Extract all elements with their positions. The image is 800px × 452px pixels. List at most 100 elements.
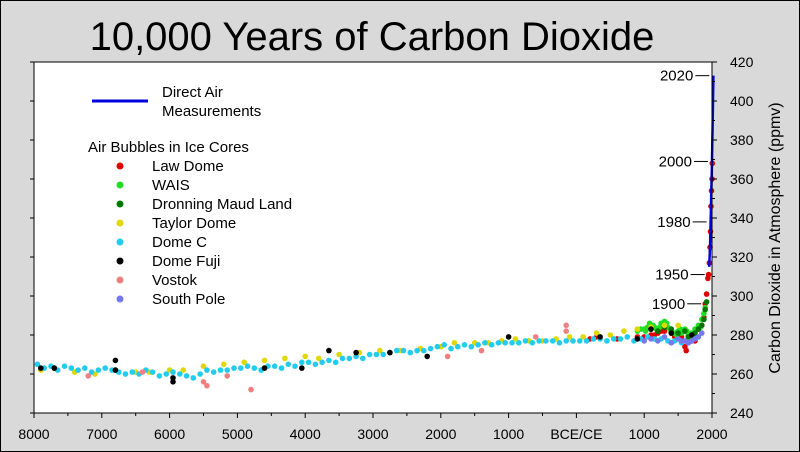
point-dome-fuji [505, 334, 512, 340]
legend-label-south-pole: South Pole [152, 291, 225, 308]
point-dronning-maud-land [682, 328, 688, 334]
point-dome-fuji [648, 326, 654, 332]
x-tick-label: 7000 [86, 426, 117, 442]
legend-swatch-wais [116, 181, 124, 189]
point-dome-c [68, 365, 75, 371]
point-dome-c [468, 343, 475, 350]
y-tick-label: 280 [730, 327, 754, 343]
point-dome-c [285, 361, 292, 368]
point-dome-c [563, 338, 569, 344]
legend-swatch-south-pole [116, 295, 124, 303]
legend-swatch-vostok [116, 276, 124, 284]
point-dome-c [421, 347, 427, 354]
point-dome-fuji [668, 330, 675, 336]
point-dome-c [448, 345, 454, 352]
point-dome-c [319, 359, 325, 366]
x-tick-label: BCE/CE [550, 426, 602, 442]
y-tick-label: 300 [730, 288, 754, 304]
point-dome-c [604, 338, 610, 344]
point-dome-c [332, 359, 339, 366]
point-dome-c [204, 367, 210, 373]
point-taylor-dome [180, 367, 186, 373]
point-dome-c [346, 355, 353, 362]
point-dome-c [455, 343, 461, 350]
plot-area [34, 62, 712, 413]
point-south-pole [655, 338, 661, 344]
point-dome-c [88, 369, 95, 375]
point-taylor-dome [566, 334, 573, 340]
point-taylor-dome [221, 361, 227, 368]
point-dronning-maud-land [668, 326, 675, 332]
point-dronning-maud-land [699, 322, 705, 329]
point-taylor-dome [316, 355, 322, 362]
point-dome-c [102, 365, 108, 371]
point-dome-c [570, 338, 576, 344]
point-dome-c [339, 355, 346, 362]
point-dome-c [156, 373, 163, 379]
point-dome-c [149, 369, 156, 375]
point-dome-c [82, 365, 88, 371]
point-vostok [224, 373, 230, 379]
point-dronning-maud-land [703, 299, 710, 305]
point-dome-fuji [634, 336, 641, 342]
point-dome-c [482, 340, 488, 346]
point-dome-c [543, 338, 549, 344]
data-marks [34, 160, 716, 393]
point-taylor-dome [512, 336, 519, 342]
point-taylor-dome [607, 332, 614, 338]
point-taylor-dome [377, 347, 383, 354]
legend-ice-header: Air Bubbles in Ice Cores [88, 139, 249, 156]
point-dome-c [380, 351, 387, 358]
point-dome-fuji [299, 365, 305, 371]
legend-swatch-dome-c [116, 238, 124, 246]
point-taylor-dome [282, 355, 288, 362]
x-tick-label: 2000 [696, 426, 727, 442]
x-tick-label: 8000 [18, 426, 49, 442]
point-taylor-dome [302, 353, 309, 360]
legend-label-wais: WAIS [152, 177, 190, 194]
y-tick-label: 360 [730, 171, 754, 187]
point-dronning-maud-land [701, 316, 707, 323]
point-dome-c [475, 342, 481, 348]
legend-direct-air-line2: Measurements [162, 103, 261, 120]
point-dome-c [278, 365, 285, 371]
point-dome-c [502, 340, 509, 346]
point-vostok [444, 353, 451, 360]
point-dome-c [441, 342, 448, 348]
legend-label-dome-fuji: Dome Fuji [152, 253, 220, 270]
legend-swatch-dronning-maud-land [116, 200, 124, 208]
point-dome-c [393, 347, 400, 354]
legend: Direct Air Measurements Air Bubbles in I… [88, 84, 292, 308]
y-tick-label: 260 [730, 366, 754, 382]
point-dome-c [129, 369, 136, 375]
point-dome-fuji [38, 365, 44, 371]
point-wais [642, 328, 649, 334]
point-dome-fuji [353, 349, 359, 356]
point-taylor-dome [451, 340, 458, 346]
point-vostok [532, 334, 539, 340]
point-dome-c [360, 355, 366, 362]
point-dome-fuji [326, 347, 332, 354]
point-dronning-maud-land [675, 330, 681, 336]
point-dome-fuji [688, 332, 695, 338]
year-annotations: 2020 2000 1980 1950 1900 [652, 68, 710, 313]
point-dome-c [549, 338, 556, 344]
point-taylor-dome [593, 330, 600, 336]
point-dome-c [366, 351, 373, 358]
point-dome-c [624, 334, 631, 340]
point-dome-c [583, 338, 590, 344]
point-dome-c [183, 373, 190, 379]
point-dome-c [95, 367, 102, 373]
point-taylor-dome [661, 322, 668, 329]
point-taylor-dome [241, 359, 247, 366]
point-dome-c [427, 345, 434, 352]
point-dome-c [163, 371, 169, 377]
x-tick-label: 2000 [425, 426, 456, 442]
point-dome-c [231, 365, 237, 371]
x-axis: 8000 7000 6000 5000 4000 3000 2000 1000 BCE/CE 10… [18, 413, 728, 442]
point-law-dome [683, 347, 689, 354]
legend-label-dome-c: Dome C [152, 234, 207, 251]
x-tick-label: 3000 [357, 426, 388, 442]
annotation-1900: 1900 [652, 296, 685, 313]
